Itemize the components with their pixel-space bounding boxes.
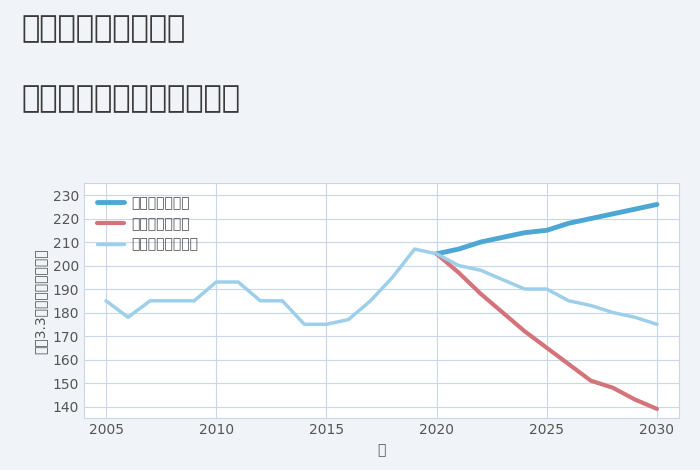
グッドシナリオ: [565, 220, 573, 226]
ノーマルシナリオ: [344, 317, 353, 322]
バッドシナリオ: [477, 291, 485, 297]
グッドシナリオ: [542, 227, 551, 233]
ノーマルシナリオ: [498, 277, 507, 282]
ノーマルシナリオ: [212, 279, 220, 285]
グッドシナリオ: [454, 246, 463, 252]
バッドシナリオ: [631, 397, 639, 402]
ノーマルシナリオ: [410, 246, 419, 252]
バッドシナリオ: [565, 361, 573, 367]
バッドシナリオ: [587, 378, 595, 384]
ノーマルシナリオ: [146, 298, 154, 304]
ノーマルシナリオ: [521, 286, 529, 292]
グッドシナリオ: [477, 239, 485, 245]
バッドシナリオ: [433, 251, 441, 257]
グッドシナリオ: [521, 230, 529, 235]
ノーマルシナリオ: [477, 267, 485, 273]
Legend: グッドシナリオ, バッドシナリオ, ノーマルシナリオ: グッドシナリオ, バッドシナリオ, ノーマルシナリオ: [91, 190, 204, 257]
ノーマルシナリオ: [653, 321, 662, 327]
Text: 中古マンションの価格推移: 中古マンションの価格推移: [21, 85, 240, 114]
バッドシナリオ: [653, 406, 662, 412]
ノーマルシナリオ: [542, 286, 551, 292]
バッドシナリオ: [542, 345, 551, 351]
グッドシナリオ: [631, 206, 639, 212]
グッドシナリオ: [587, 216, 595, 221]
ノーマルシナリオ: [366, 298, 375, 304]
グッドシナリオ: [433, 251, 441, 257]
Text: 千葉県柏市五條谷の: 千葉県柏市五條谷の: [21, 14, 186, 43]
バッドシナリオ: [521, 329, 529, 334]
ノーマルシナリオ: [587, 303, 595, 308]
ノーマルシナリオ: [124, 314, 132, 320]
Line: ノーマルシナリオ: ノーマルシナリオ: [106, 249, 657, 324]
ノーマルシナリオ: [234, 279, 242, 285]
グッドシナリオ: [609, 211, 617, 217]
Line: グッドシナリオ: グッドシナリオ: [437, 204, 657, 254]
Line: バッドシナリオ: バッドシナリオ: [437, 254, 657, 409]
ノーマルシナリオ: [102, 298, 110, 304]
Y-axis label: 坪（3.3㎡）単価（万円）: 坪（3.3㎡）単価（万円）: [33, 248, 47, 353]
ノーマルシナリオ: [300, 321, 309, 327]
ノーマルシナリオ: [322, 321, 330, 327]
ノーマルシナリオ: [565, 298, 573, 304]
ノーマルシナリオ: [631, 314, 639, 320]
ノーマルシナリオ: [609, 310, 617, 315]
X-axis label: 年: 年: [377, 443, 386, 457]
バッドシナリオ: [454, 270, 463, 275]
ノーマルシナリオ: [389, 274, 397, 280]
グッドシナリオ: [653, 202, 662, 207]
ノーマルシナリオ: [168, 298, 176, 304]
バッドシナリオ: [609, 385, 617, 391]
ノーマルシナリオ: [190, 298, 198, 304]
ノーマルシナリオ: [256, 298, 265, 304]
ノーマルシナリオ: [454, 263, 463, 268]
ノーマルシナリオ: [433, 251, 441, 257]
ノーマルシナリオ: [278, 298, 286, 304]
グッドシナリオ: [498, 235, 507, 240]
バッドシナリオ: [498, 310, 507, 315]
